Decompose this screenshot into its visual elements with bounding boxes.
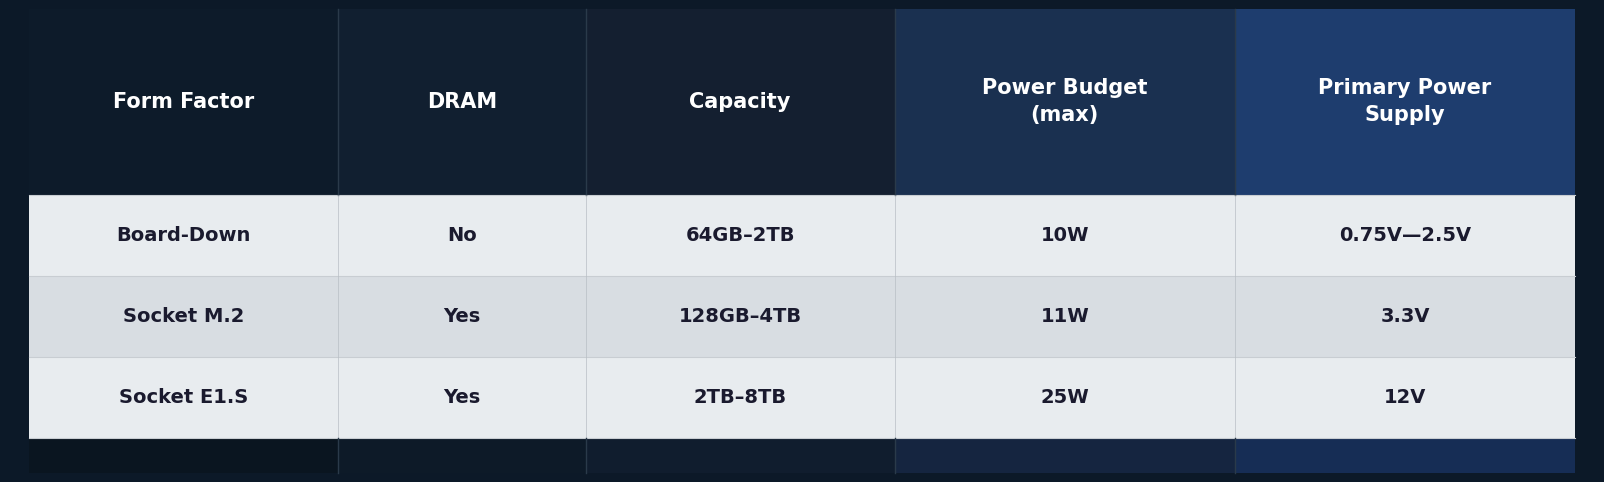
Bar [895,195,1235,276]
Text: Power Budget
(max): Power Budget (max) [982,79,1147,125]
Bar [29,9,338,195]
Bar [1235,439,1575,473]
Bar [585,195,895,276]
Bar [338,357,585,439]
Bar [895,439,1235,473]
Text: Socket E1.S: Socket E1.S [119,388,249,407]
Text: DRAM: DRAM [427,92,497,112]
Text: 64GB–2TB: 64GB–2TB [685,226,796,245]
Bar [338,9,585,195]
Text: Yes: Yes [443,307,481,326]
Text: 128GB–4TB: 128GB–4TB [678,307,802,326]
Bar [895,276,1235,357]
Text: Capacity: Capacity [690,92,791,112]
Bar [1235,276,1575,357]
Bar [338,195,585,276]
Bar [29,357,338,439]
Text: 11W: 11W [1041,307,1089,326]
Bar [585,357,895,439]
Text: 25W: 25W [1041,388,1089,407]
Bar [338,276,585,357]
Text: 3.3V: 3.3V [1381,307,1429,326]
Text: 0.75V—2.5V: 0.75V—2.5V [1339,226,1471,245]
Bar [29,276,338,357]
Text: 10W: 10W [1041,226,1089,245]
Text: Board-Down: Board-Down [117,226,250,245]
Bar [585,9,895,195]
Bar [895,9,1235,195]
Bar [1235,357,1575,439]
Text: No: No [448,226,476,245]
Text: Form Factor: Form Factor [112,92,253,112]
Bar [585,276,895,357]
Text: Socket M.2: Socket M.2 [124,307,244,326]
Bar [585,439,895,473]
Text: Primary Power
Supply: Primary Power Supply [1318,79,1492,125]
Text: 12V: 12V [1384,388,1426,407]
Bar [29,195,338,276]
Bar [29,439,338,473]
Bar [895,357,1235,439]
Bar [1235,9,1575,195]
Bar [1235,195,1575,276]
Bar [338,439,585,473]
Text: 2TB–8TB: 2TB–8TB [693,388,786,407]
Text: Yes: Yes [443,388,481,407]
